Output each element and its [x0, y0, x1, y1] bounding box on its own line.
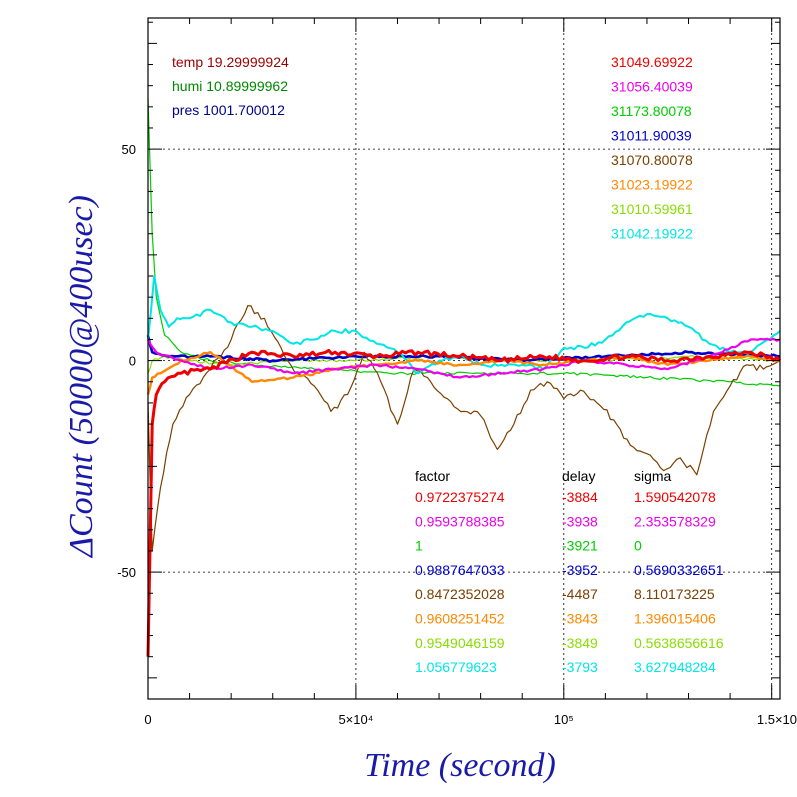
stats-table: factor delay sigma 0.9722375274 -3884 1.59…	[415, 468, 724, 675]
ref-value: 31011.90039	[611, 128, 692, 144]
env-reading-temp: temp 19.29999924	[172, 54, 289, 70]
ref-value: 31070.80078	[611, 152, 693, 168]
factor-value: 1.056779623	[415, 659, 497, 675]
y-tick-label: -50	[117, 565, 136, 580]
factor-value: 0.9593788385	[415, 513, 505, 529]
series-line-0	[146, 348, 782, 657]
sigma-value: 0.5690332651	[634, 562, 724, 578]
delay-value: -3849	[562, 635, 598, 651]
x-tick-label: 1.5×10	[757, 712, 797, 727]
plot-frame	[147, 17, 781, 700]
delay-value: -3938	[562, 513, 598, 529]
tick-labels: 0 5×10⁴ 10⁵ 1.5×10 50 0 -50	[117, 142, 797, 727]
factor-value: 0.9722375274	[415, 489, 505, 505]
reference-values: 31049.69922 31056.40039 31173.80078 31011.9…	[611, 54, 693, 242]
series-lines	[146, 98, 782, 657]
series-line-5	[146, 351, 781, 395]
ref-value: 31023.19922	[611, 177, 693, 193]
x-tick-label: 5×10⁴	[338, 712, 373, 727]
factor-value: 0.8472352028	[415, 586, 505, 602]
sigma-value: 2.353578329	[634, 513, 716, 529]
sigma-value: 8.110173225	[634, 586, 715, 602]
delay-value: -3843	[562, 611, 598, 627]
sigma-header: sigma	[634, 468, 672, 484]
factor-value: 0.9608251452	[415, 611, 505, 627]
delay-value: -4487	[562, 586, 598, 602]
series-line-1	[147, 337, 781, 379]
ref-value: 31173.80078	[611, 103, 692, 119]
sigma-value: 0	[634, 538, 642, 554]
series-line-4	[147, 305, 781, 552]
axis-ticks	[148, 18, 780, 699]
factor-header: factor	[415, 468, 450, 484]
y-tick-label: 50	[122, 142, 136, 157]
x-axis-title: Time (second)	[364, 747, 556, 784]
ref-value: 31056.40039	[611, 79, 693, 95]
delay-header: delay	[562, 468, 595, 484]
env-readings: temp 19.29999924 humi 10.89999962 pres 100…	[172, 54, 289, 118]
sigma-value: 3.627948284	[634, 659, 716, 675]
y-tick-label: 0	[129, 354, 136, 369]
x-tick-label: 10⁵	[554, 712, 574, 727]
delay-value: -3793	[562, 659, 598, 675]
delay-value: -3921	[562, 538, 598, 554]
ref-value: 31010.59961	[611, 201, 693, 217]
delay-value: -3952	[562, 562, 598, 578]
env-reading-pres: pres 1001.700012	[172, 102, 285, 118]
x-tick-label: 0	[144, 712, 151, 727]
y-axis-title: ΔCount (50000@400usec)	[63, 195, 100, 559]
ref-value: 31042.19922	[611, 226, 693, 242]
ref-value: 31049.69922	[611, 54, 693, 70]
factor-value: 0.9887647033	[415, 562, 505, 578]
env-reading-humi: humi 10.89999962	[172, 78, 288, 94]
factor-value: 0.9549046159	[415, 635, 505, 651]
delay-value: -3884	[562, 489, 598, 505]
sigma-value: 1.396015406	[634, 611, 716, 627]
factor-value: 1	[415, 538, 423, 554]
sigma-value: 1.590542078	[634, 489, 716, 505]
sigma-value: 0.5638656616	[634, 635, 724, 651]
